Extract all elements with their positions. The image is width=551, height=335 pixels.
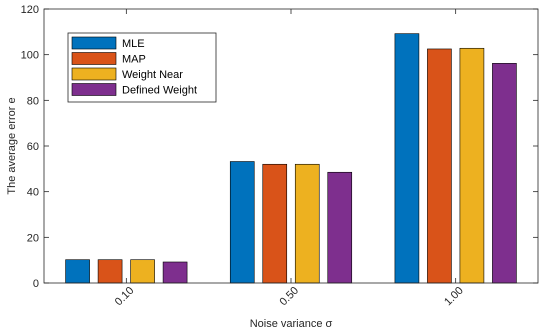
bar-weight-near-0.50 — [294, 163, 320, 284]
bar-weight-near-1.00 — [459, 47, 485, 284]
bar-defined-weight-0.10 — [162, 261, 188, 284]
legend-label: Defined Weight — [122, 85, 197, 97]
x-tick-label: 1.00 — [442, 285, 466, 309]
legend-swatch — [71, 83, 117, 96]
legend-label: MAP — [122, 54, 146, 66]
legend-swatch — [71, 36, 117, 50]
legend: MLE MAP Weight Near Defined Weight — [67, 32, 217, 103]
bar-weight-near-0.10 — [130, 259, 155, 284]
x-tick-label: 0.10 — [113, 285, 137, 309]
x-axis-label: Noise variance σ — [250, 318, 333, 330]
bar-map-0.10 — [97, 259, 123, 284]
y-tick-label: 20 — [27, 232, 39, 244]
y-axis-ticks: 0 20 40 60 80 100 120 — [21, 4, 538, 290]
y-tick-label: 60 — [27, 141, 39, 153]
bar-map-1.00 — [427, 48, 452, 284]
bar-mle-1.00 — [394, 33, 420, 284]
legend-label: Weight Near — [122, 69, 183, 81]
legend-label: MLE — [122, 38, 145, 50]
bars-group — [65, 33, 517, 284]
legend-swatch — [71, 52, 117, 65]
y-tick-label: 120 — [21, 4, 39, 16]
bar-defined-weight-0.50 — [327, 171, 353, 284]
y-tick-label: 0 — [33, 278, 39, 290]
bar-mle-0.10 — [65, 259, 90, 284]
y-axis-label: The average error e — [6, 97, 18, 194]
bar-map-0.50 — [262, 163, 288, 284]
bar-defined-weight-1.00 — [492, 63, 517, 284]
bar-mle-0.50 — [229, 161, 255, 284]
legend-swatch — [71, 67, 117, 81]
x-tick-label: 0.50 — [277, 285, 301, 309]
y-tick-label: 100 — [21, 50, 39, 62]
y-tick-label: 80 — [27, 95, 39, 107]
y-tick-label: 40 — [27, 187, 39, 199]
